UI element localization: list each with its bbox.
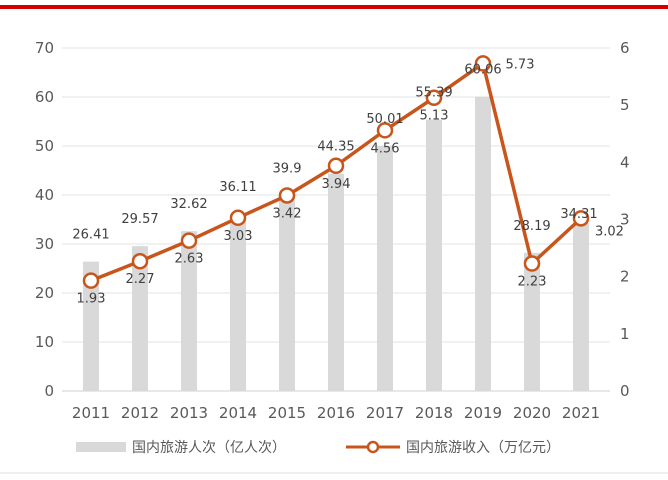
x-axis-tick: 2016 — [317, 404, 355, 422]
right-axis-tick: 0 — [620, 382, 630, 400]
bar — [83, 261, 99, 391]
line-data-label: 3.94 — [322, 177, 351, 192]
right-axis-tick: 1 — [620, 325, 630, 343]
line-data-label: 4.56 — [371, 141, 400, 156]
x-axis-tick: 2017 — [366, 404, 404, 422]
line-point — [278, 187, 296, 204]
bar-data-label: 28.19 — [513, 219, 550, 234]
left-axis-tick: 70 — [35, 39, 54, 57]
line-data-label: 5.13 — [420, 109, 449, 124]
line-point — [572, 210, 590, 227]
bar-data-label: 26.41 — [72, 228, 109, 243]
bar — [573, 222, 589, 391]
x-axis-tick: 2014 — [219, 404, 257, 422]
legend-label-line: 国内旅游收入（万亿元） — [406, 440, 560, 456]
left-axis-tick: 40 — [35, 186, 54, 204]
line-data-label: 2.63 — [175, 252, 204, 267]
bar — [132, 246, 148, 391]
x-axis-tick: 2011 — [72, 404, 110, 422]
line-data-label: 1.93 — [77, 292, 106, 307]
line-point — [327, 157, 345, 175]
left-axis-tick: 10 — [35, 333, 54, 351]
line-point — [425, 89, 443, 106]
x-axis-tick: 2020 — [513, 404, 551, 422]
right-axis-tick: 3 — [620, 211, 630, 229]
bar — [279, 195, 295, 391]
line-point — [180, 232, 198, 249]
legend-bar-swatch — [76, 442, 126, 452]
left-axis-tick: 60 — [35, 88, 54, 106]
line-point — [82, 272, 100, 289]
bar-data-label: 44.35 — [317, 140, 354, 155]
left-axis-tick: 0 — [44, 382, 54, 400]
bar — [524, 252, 540, 391]
right-axis-tick: 4 — [620, 153, 630, 171]
legend-line-swatch — [346, 440, 400, 454]
line-point — [229, 209, 247, 227]
line-data-label: 2.27 — [126, 272, 155, 287]
line-data-label: 2.23 — [518, 275, 547, 290]
bar-data-label: 60.06 — [464, 63, 501, 78]
bar-data-label: 55.39 — [415, 86, 452, 101]
bar-data-label: 32.62 — [170, 197, 207, 212]
bar — [377, 145, 393, 391]
bar — [181, 231, 197, 391]
bar-data-label: 29.57 — [121, 212, 158, 227]
line-data-label: 5.73 — [506, 57, 535, 72]
right-axis-tick: 5 — [620, 96, 630, 114]
line-data-label: 3.02 — [595, 224, 624, 239]
line-data-label: 3.42 — [273, 206, 302, 221]
bar — [328, 173, 344, 391]
left-axis-tick: 30 — [35, 235, 54, 253]
x-axis-tick: 2013 — [170, 404, 208, 422]
left-axis-tick: 20 — [35, 284, 54, 302]
x-axis-tick: 2019 — [464, 404, 502, 422]
legend-label-bar: 国内旅游人次（亿人次） — [132, 440, 286, 456]
line-point — [131, 252, 149, 270]
bar — [230, 214, 246, 391]
x-axis-tick: 2021 — [562, 404, 600, 422]
left-axis-tick: 50 — [35, 137, 54, 155]
header-accent-bar — [0, 5, 668, 9]
x-axis-tick: 2015 — [268, 404, 306, 422]
right-axis-tick: 2 — [620, 268, 630, 286]
line-point — [474, 55, 492, 72]
bar — [426, 119, 442, 392]
x-axis-tick: 2012 — [121, 404, 159, 422]
bar-data-label: 50.01 — [366, 112, 403, 127]
bar-data-label: 39.9 — [273, 161, 302, 176]
legend-item-bar: 国内旅游人次（亿人次） — [76, 437, 286, 457]
legend: 国内旅游人次（亿人次） 国内旅游收入（万亿元） — [0, 437, 668, 459]
right-axis-tick: 6 — [620, 39, 630, 57]
line-point — [523, 255, 541, 272]
line-data-label: 3.03 — [224, 229, 253, 244]
bar-data-label: 34.31 — [560, 207, 597, 222]
line-point — [376, 122, 394, 139]
x-axis-tick: 2018 — [415, 404, 453, 422]
divider — [0, 472, 668, 474]
legend-item-line: 国内旅游收入（万亿元） — [346, 437, 560, 457]
bar — [475, 96, 491, 392]
bar-data-label: 36.11 — [219, 180, 256, 195]
